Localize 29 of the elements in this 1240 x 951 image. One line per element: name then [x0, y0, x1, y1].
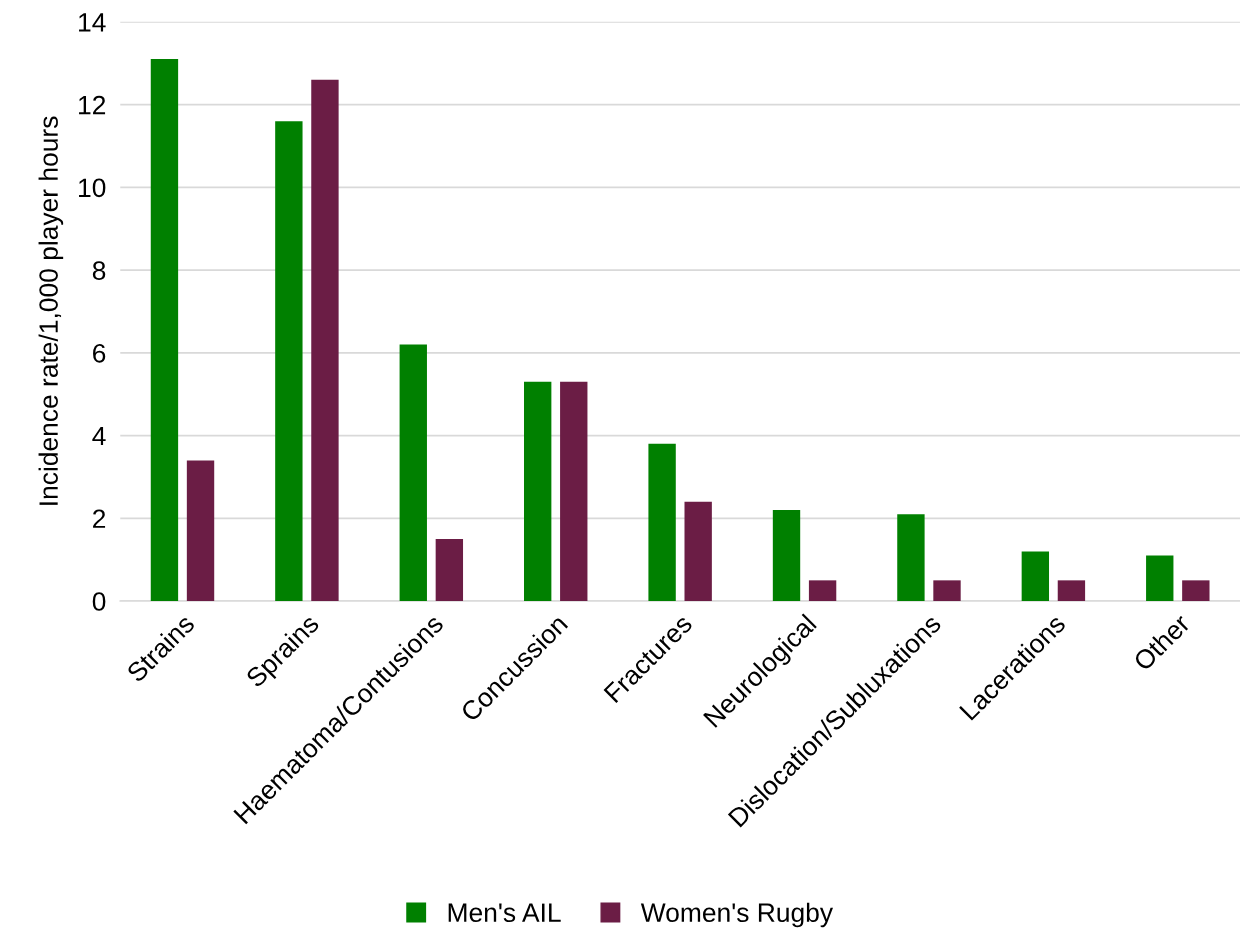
y-axis-title: Incidence rate/1,000 player hours [38, 116, 64, 505]
bar [150, 59, 179, 602]
bar [1146, 555, 1174, 602]
bar [524, 381, 552, 602]
legend-label: Men's AIL [448, 903, 561, 923]
bar [684, 501, 712, 602]
y-tick-label: 2 [93, 509, 106, 528]
bar [275, 121, 303, 602]
bar [1057, 580, 1086, 602]
y-tick-label: 14 [79, 13, 106, 32]
bar [1182, 580, 1210, 602]
y-tick-label: 8 [92, 261, 106, 280]
y-tick-label: 4 [92, 426, 106, 446]
bar [435, 538, 464, 602]
bar [560, 381, 588, 602]
y-tick-label: 10 [79, 178, 106, 198]
bar [1021, 551, 1050, 602]
y-tick-label: 0 [92, 592, 106, 611]
bar [808, 580, 837, 602]
bar [399, 344, 427, 602]
bar [311, 79, 339, 602]
legend-label: Women's Rugby [640, 902, 834, 928]
bar [648, 443, 676, 602]
bar [897, 514, 925, 602]
bar [933, 580, 961, 602]
y-tick-label: 6 [93, 343, 106, 363]
y-tick-label: 12 [79, 95, 106, 115]
bar [772, 510, 801, 602]
bar [186, 460, 215, 602]
